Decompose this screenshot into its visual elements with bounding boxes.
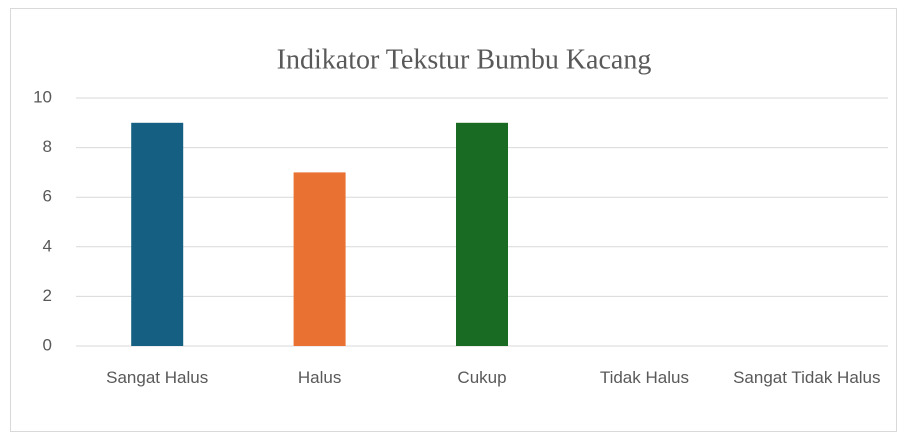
y-tick-label: 0 — [43, 335, 52, 354]
bar — [131, 122, 184, 346]
bar — [456, 122, 508, 346]
bar — [293, 172, 346, 346]
x-tick-label: Cukup — [457, 368, 507, 387]
x-tick-label: Sangat Halus — [106, 368, 209, 387]
y-tick-label: 6 — [43, 187, 52, 206]
y-tick-label: 10 — [33, 87, 52, 106]
y-tick-label: 2 — [43, 286, 52, 305]
chart-title: Indikator Tekstur Bumbu Kacang — [277, 44, 652, 75]
y-tick-label: 4 — [43, 236, 52, 255]
y-tick-label: 8 — [43, 137, 52, 156]
x-tick-label: Sangat Tidak Halus — [733, 368, 881, 387]
x-tick-label: Halus — [297, 368, 342, 387]
x-tick-label: Tidak Halus — [599, 368, 689, 387]
